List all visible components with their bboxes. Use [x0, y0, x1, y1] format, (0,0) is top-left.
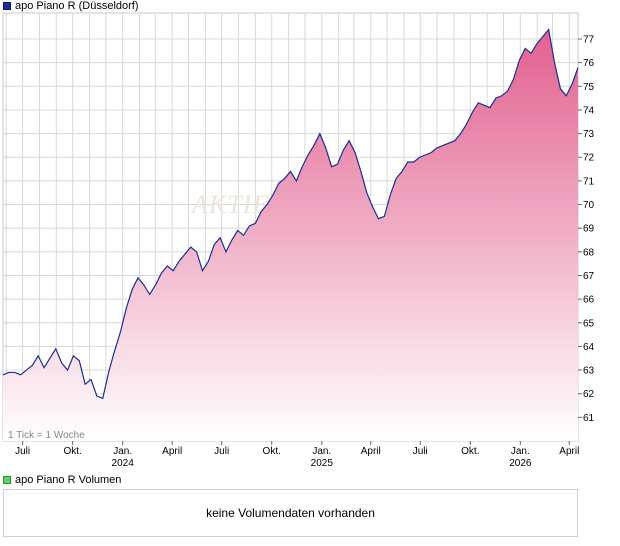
x-tick-label: Jan. — [511, 446, 530, 457]
y-tick-label: 77 — [583, 35, 595, 46]
y-tick-label: 63 — [583, 366, 595, 377]
watermark: AKTIE — [190, 190, 269, 219]
y-tick-label: 72 — [583, 153, 595, 164]
y-tick-label: 62 — [583, 389, 595, 400]
y-tick-label: 64 — [583, 342, 595, 353]
legend-volume: apo Piano R Volumen — [3, 474, 121, 486]
x-year-label: 2025 — [311, 458, 334, 469]
y-tick-label: 67 — [583, 271, 595, 282]
x-tick-label: Juli — [413, 446, 428, 457]
x-axis: Juli Okt. Jan. April Juli Okt. Jan. April Juli Ok… — [15, 441, 579, 469]
x-tick-label: Juli — [15, 446, 30, 457]
y-tick-label: 73 — [583, 129, 595, 140]
volume-legend-swatch — [3, 476, 11, 484]
x-year-label: 2026 — [509, 458, 532, 469]
volume-empty-message: keine Volumendaten vorhanden — [206, 506, 375, 520]
y-tick-label: 68 — [583, 247, 595, 258]
y-tick-label: 61 — [583, 413, 595, 424]
price-area — [3, 29, 578, 442]
x-tick-label: Juli — [214, 446, 229, 457]
y-tick-label: 65 — [583, 318, 595, 329]
x-tick-label: Okt. — [63, 446, 81, 457]
x-tick-label: April — [559, 446, 579, 457]
y-tick-label: 70 — [583, 200, 595, 211]
tick-interval-note: 1 Tick = 1 Woche — [8, 430, 85, 441]
x-year-label: 2024 — [112, 458, 135, 469]
price-legend-swatch — [3, 2, 11, 10]
x-tick-label: April — [361, 446, 381, 457]
volume-panel: keine Volumendaten vorhanden — [3, 489, 578, 537]
price-line — [2, 28, 579, 400]
y-tick-label: 66 — [583, 295, 595, 306]
x-tick-label: Jan. — [113, 446, 132, 457]
y-tick-label: 71 — [583, 176, 595, 187]
x-tick-label: Okt. — [263, 446, 281, 457]
x-tick-label: April — [162, 446, 182, 457]
y-tick-label: 75 — [583, 82, 595, 93]
legend-price-label: apo Piano R (Düsseldorf) — [15, 0, 139, 12]
y-tick-label: 69 — [583, 224, 595, 235]
x-tick-label: Okt. — [461, 446, 479, 457]
x-tick-label: Jan. — [312, 446, 331, 457]
y-tick-label: 76 — [583, 58, 595, 69]
legend-price: apo Piano R (Düsseldorf) — [3, 0, 139, 12]
y-tick-label: 74 — [583, 105, 595, 116]
y-axis: 61 62 63 64 65 66 67 68 69 70 71 72 73 74 75 76 77 — [578, 35, 595, 424]
legend-volume-label: apo Piano R Volumen — [15, 474, 122, 486]
